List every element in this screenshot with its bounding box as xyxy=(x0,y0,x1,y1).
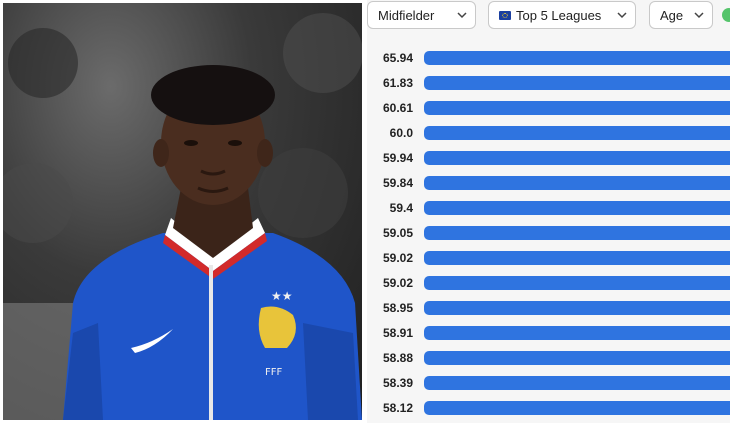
rating-row[interactable]: 65.94 xyxy=(367,47,730,72)
rating-bar[interactable] xyxy=(424,376,730,390)
league-select-label: Top 5 Leagues xyxy=(516,7,602,23)
status-toggle[interactable] xyxy=(722,8,730,22)
rating-value: 59.4 xyxy=(389,201,413,215)
rating-value: 58.91 xyxy=(382,326,413,340)
chevron-down-icon xyxy=(617,12,627,19)
rating-bar[interactable] xyxy=(424,226,730,240)
chevron-down-icon xyxy=(457,12,467,19)
rating-row[interactable]: 59.02 xyxy=(367,272,730,297)
sort-select-label: Age xyxy=(660,7,684,23)
rating-value: 61.83 xyxy=(382,76,413,90)
rating-value: 59.94 xyxy=(382,151,413,165)
rating-value: 59.02 xyxy=(382,251,413,265)
rating-bar[interactable] xyxy=(424,251,730,265)
rating-row[interactable]: 60.61 xyxy=(367,97,730,122)
rating-value: 58.39 xyxy=(382,376,413,390)
ranking-panel: Midfielder Top 5 Leagues Age 65.94 61.83 6… xyxy=(367,0,730,423)
rating-value: 59.02 xyxy=(382,276,413,290)
eu-flag-icon xyxy=(499,10,511,20)
rating-row[interactable]: 59.02 xyxy=(367,247,730,272)
rating-bar[interactable] xyxy=(424,176,730,190)
rating-list: 65.94 61.83 60.61 60.0 59.94 59.84 59.4 59.05 59… xyxy=(367,47,730,422)
rating-row[interactable]: 59.05 xyxy=(367,222,730,247)
rating-value: 58.12 xyxy=(382,401,413,415)
rating-row[interactable]: 59.4 xyxy=(367,197,730,222)
rating-bar[interactable] xyxy=(424,351,730,365)
rating-row[interactable]: 59.94 xyxy=(367,147,730,172)
filter-bar: Midfielder Top 5 Leagues Age xyxy=(367,0,730,34)
rating-row[interactable]: 58.88 xyxy=(367,347,730,372)
rating-value: 58.95 xyxy=(382,301,413,315)
rating-value: 58.88 xyxy=(382,351,413,365)
rating-bar[interactable] xyxy=(424,51,730,65)
rating-row[interactable]: 59.84 xyxy=(367,172,730,197)
rating-bar[interactable] xyxy=(424,151,730,165)
rating-value: 60.61 xyxy=(382,101,413,115)
rating-value: 59.84 xyxy=(382,176,413,190)
rating-bar[interactable] xyxy=(424,126,730,140)
rating-bar[interactable] xyxy=(424,301,730,315)
league-select[interactable]: Top 5 Leagues xyxy=(488,1,636,29)
svg-text:★★: ★★ xyxy=(271,289,293,303)
rating-value: 60.0 xyxy=(389,126,413,140)
rating-bar[interactable] xyxy=(424,326,730,340)
rating-bar[interactable] xyxy=(424,76,730,90)
rating-bar[interactable] xyxy=(424,201,730,215)
position-select[interactable]: Midfielder xyxy=(367,1,476,29)
rating-row[interactable]: 60.0 xyxy=(367,122,730,147)
rating-bar[interactable] xyxy=(424,276,730,290)
position-select-label: Midfielder xyxy=(378,7,435,23)
rating-row[interactable]: 58.39 xyxy=(367,372,730,397)
rating-row[interactable]: 61.83 xyxy=(367,72,730,97)
player-photo-illustration: ★★ FFF xyxy=(3,13,362,420)
rating-row[interactable]: 58.95 xyxy=(367,297,730,322)
svg-text:FFF: FFF xyxy=(265,367,283,378)
player-photo: ★★ FFF xyxy=(3,3,362,420)
rating-row[interactable]: 58.12 xyxy=(367,397,730,422)
rating-value: 65.94 xyxy=(382,51,413,65)
chevron-down-icon xyxy=(694,12,704,19)
rating-value: 59.05 xyxy=(382,226,413,240)
rating-bar[interactable] xyxy=(424,401,730,415)
rating-bar[interactable] xyxy=(424,101,730,115)
rating-row[interactable]: 58.91 xyxy=(367,322,730,347)
sort-select[interactable]: Age xyxy=(649,1,713,29)
panel-divider xyxy=(363,0,367,423)
